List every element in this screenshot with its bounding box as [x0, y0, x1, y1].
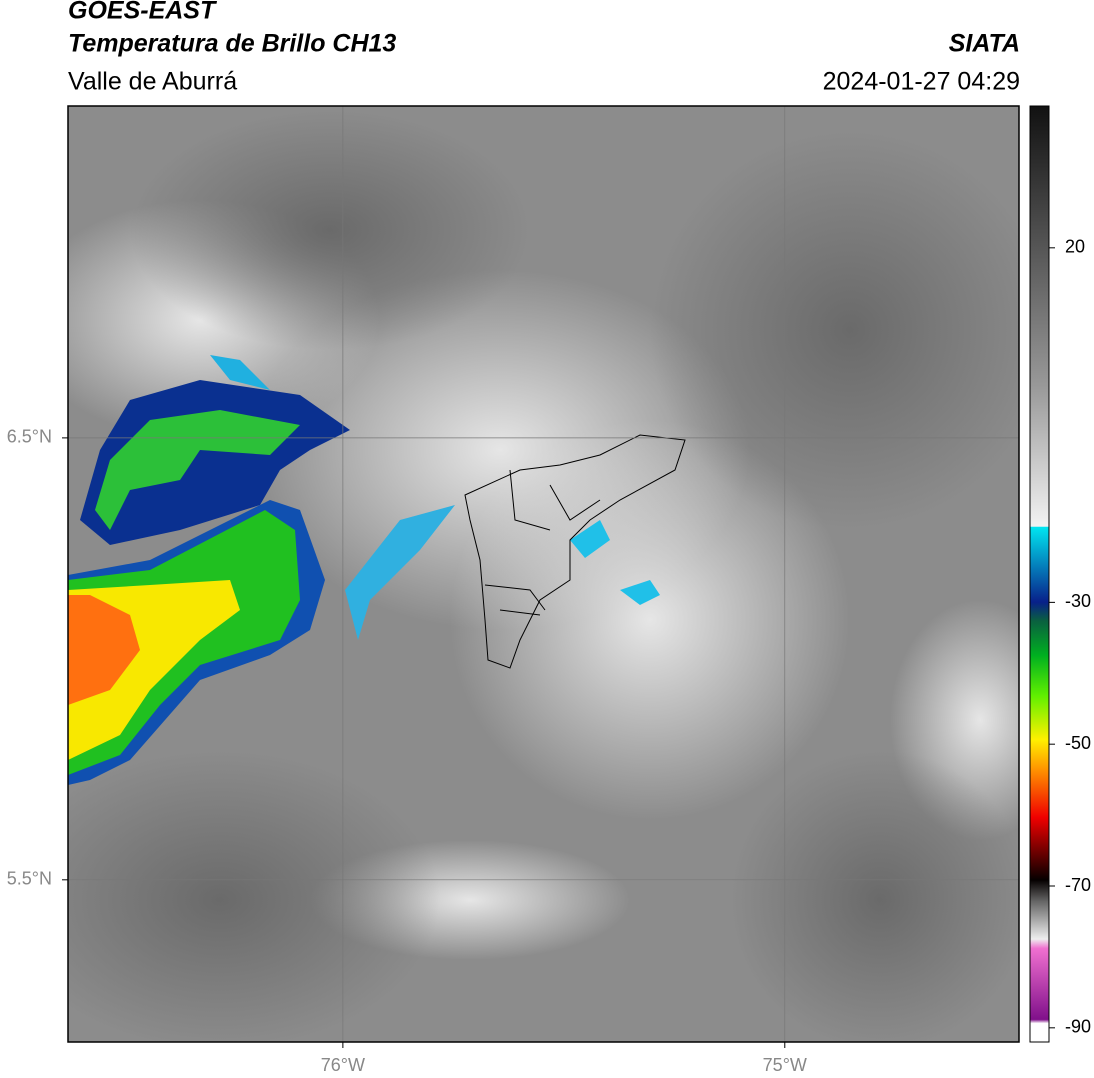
region: Valle de Aburrá — [68, 68, 237, 96]
colorbar-tick-label: -50 — [1065, 733, 1091, 753]
colorbar-tick-label: -30 — [1065, 591, 1091, 611]
colorbar — [1029, 105, 1050, 1043]
lon-label: 76°W — [321, 1055, 365, 1075]
satellite: GOES-EAST — [68, 0, 218, 25]
lon-label: 75°W — [763, 1055, 807, 1075]
timestamp: 2024-01-27 04:29 — [823, 68, 1020, 96]
colorbar-tick-label: -90 — [1065, 1017, 1091, 1037]
lat-label: 6.5°N — [7, 427, 52, 447]
graticule — [68, 106, 1019, 1042]
colorbar-tick-label: -70 — [1065, 875, 1091, 895]
agency: SIATA — [949, 30, 1020, 58]
map-frame — [67, 105, 1020, 1043]
imagery — [68, 106, 1019, 1042]
colorbar-tick-label: 20 — [1065, 237, 1085, 257]
product: Temperatura de Brillo CH13 — [68, 30, 396, 58]
municipal-borders — [464, 434, 686, 669]
lat-label: 5.5°N — [7, 869, 52, 889]
